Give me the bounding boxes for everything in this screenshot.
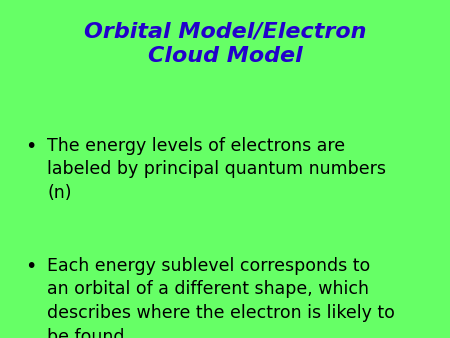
Text: The energy levels of electrons are
labeled by principal quantum numbers
(n): The energy levels of electrons are label… bbox=[47, 137, 386, 202]
Text: •: • bbox=[25, 137, 36, 156]
Text: •: • bbox=[25, 257, 36, 276]
Text: Each energy sublevel corresponds to
an orbital of a different shape, which
descr: Each energy sublevel corresponds to an o… bbox=[47, 257, 395, 338]
Text: Orbital Model/Electron
Cloud Model: Orbital Model/Electron Cloud Model bbox=[84, 22, 366, 66]
